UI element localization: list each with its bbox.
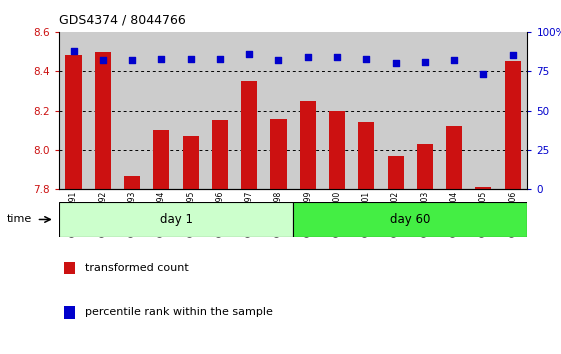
Bar <box>439 32 469 189</box>
Bar <box>182 136 199 189</box>
Bar <box>63 262 75 274</box>
Bar <box>212 120 228 189</box>
Bar <box>388 156 404 189</box>
Bar <box>153 130 169 189</box>
Text: GDS4374 / 8044766: GDS4374 / 8044766 <box>59 13 186 27</box>
Bar <box>63 306 75 319</box>
Point <box>245 51 254 57</box>
Bar <box>147 32 176 189</box>
Bar <box>59 202 293 237</box>
Bar <box>234 32 264 189</box>
Point <box>127 57 136 63</box>
Point <box>420 59 429 65</box>
Bar <box>498 32 527 189</box>
Bar <box>66 56 81 189</box>
Bar <box>352 32 381 189</box>
Text: time: time <box>7 215 33 224</box>
Text: day 1: day 1 <box>159 213 192 226</box>
Text: transformed count: transformed count <box>85 263 188 273</box>
Bar <box>95 52 111 189</box>
Point <box>98 57 107 63</box>
Bar <box>241 81 257 189</box>
Text: day 60: day 60 <box>390 213 430 226</box>
Point <box>450 57 459 63</box>
Point <box>274 57 283 63</box>
Point <box>215 56 224 62</box>
Bar <box>264 32 293 189</box>
Bar <box>270 119 287 189</box>
Bar <box>358 122 374 189</box>
Bar <box>293 202 527 237</box>
Point <box>391 61 400 66</box>
Bar <box>293 32 323 189</box>
Bar <box>59 32 88 189</box>
Bar <box>381 32 410 189</box>
Bar <box>417 144 433 189</box>
Bar <box>300 101 316 189</box>
Bar <box>124 176 140 189</box>
Point <box>157 56 166 62</box>
Bar <box>475 187 491 189</box>
Point <box>69 48 78 53</box>
Bar <box>446 126 462 189</box>
Bar <box>205 32 234 189</box>
Bar <box>505 61 521 189</box>
Bar <box>329 110 345 189</box>
Text: percentile rank within the sample: percentile rank within the sample <box>85 307 273 317</box>
Bar <box>469 32 498 189</box>
Point <box>333 54 342 60</box>
Point <box>186 56 195 62</box>
Bar <box>88 32 117 189</box>
Point <box>304 54 312 60</box>
Bar <box>323 32 352 189</box>
Point <box>508 53 517 58</box>
Bar <box>410 32 439 189</box>
Bar <box>176 32 205 189</box>
Point <box>479 72 488 77</box>
Bar <box>117 32 147 189</box>
Point <box>362 56 371 62</box>
